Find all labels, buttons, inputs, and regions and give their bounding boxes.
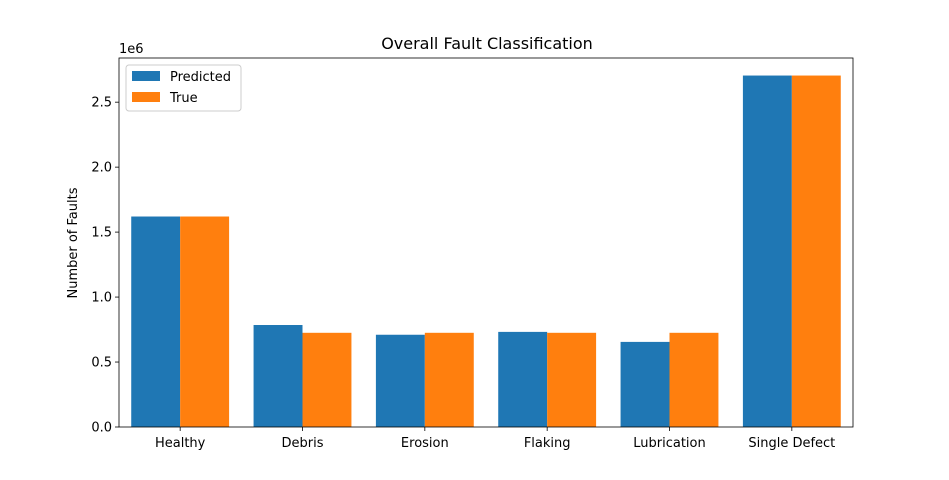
legend-swatch-predicted (132, 71, 160, 81)
bar-true-2 (424, 332, 474, 427)
y-tick-label: 2.0 (91, 161, 112, 176)
bar-predicted-2 (375, 334, 425, 427)
x-tick-label: Debris (282, 436, 324, 451)
x-tick-label: Lubrication (633, 436, 705, 451)
x-tick-label: Single Defect (748, 436, 835, 451)
y-tick-label: 1.5 (91, 226, 112, 241)
y-scale-label: 1e6 (119, 42, 144, 57)
x-tick-label: Erosion (401, 436, 449, 451)
y-tick-label: 0.0 (91, 421, 112, 436)
axes-frame (118, 57, 854, 428)
x-tick-label: Flaking (524, 436, 571, 451)
bar-true-4 (669, 332, 719, 427)
y-tick-label: 1.0 (91, 291, 112, 306)
legend-swatch-true (132, 92, 160, 102)
bar-true-5 (791, 75, 841, 427)
chart-title: Overall Fault Classification (381, 34, 593, 53)
y-axis-label: Number of Faults (66, 187, 81, 298)
bar-predicted-5 (742, 75, 792, 427)
bar-true-3 (547, 332, 597, 427)
bar-true-1 (302, 332, 352, 427)
y-tick-label: 0.5 (91, 356, 112, 371)
legend-label-predicted: Predicted (170, 70, 231, 85)
bar-true-0 (180, 216, 230, 427)
bar-predicted-4 (620, 341, 670, 427)
plot-area: Healthy Debris Erosion Flaking Lubrication Si… (91, 57, 854, 451)
bar-predicted-3 (498, 331, 548, 427)
bar-predicted-1 (253, 325, 303, 427)
legend-label-true: True (169, 91, 198, 106)
x-tick-label: Healthy (155, 436, 206, 451)
y-tick-label: 2.5 (91, 96, 112, 111)
bar-predicted-0 (131, 216, 181, 427)
legend: Predicted True (125, 64, 242, 112)
